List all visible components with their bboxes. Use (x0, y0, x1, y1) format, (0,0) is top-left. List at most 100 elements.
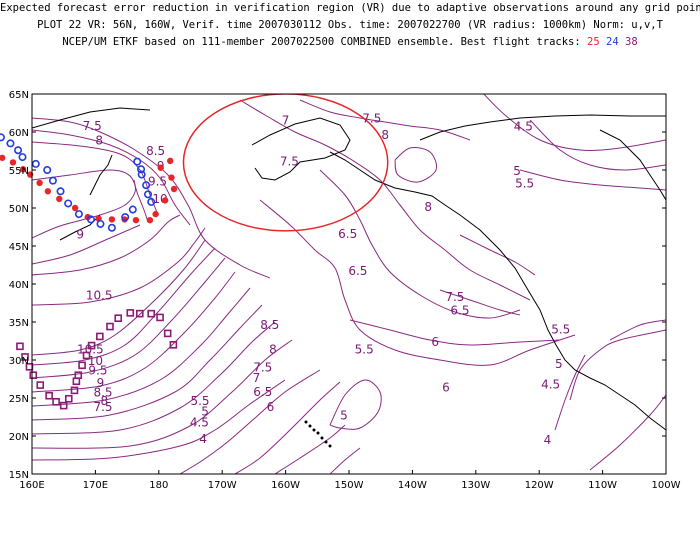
contour-label: 6.5 (348, 264, 367, 278)
contour-line (483, 94, 666, 151)
track-25-point (161, 197, 169, 204)
x-axis-ticks: 160E 170E 180 170W 160W 150W 140W 130W 120W 110W 1… (19, 470, 681, 491)
contour-label: 7.5 (253, 361, 272, 375)
contour-line (394, 147, 438, 183)
contour-line (32, 379, 286, 461)
contour-line (32, 271, 236, 393)
contour-label: 10.5 (86, 288, 113, 302)
contour-label: 6.5 (450, 304, 469, 318)
track-25-point (36, 179, 43, 187)
y-axis-ticks: 15N 20N 25N 30N 35N 40N 45N 50N 55N 60N 65N (9, 90, 666, 481)
contour-line (239, 99, 531, 301)
contour-line (554, 354, 586, 431)
y-tick-label: 60N (9, 128, 29, 139)
contour-line (179, 369, 321, 474)
track-25-point (170, 185, 178, 193)
y-tick-label: 45N (9, 242, 29, 253)
track-24-point (43, 166, 52, 175)
contour-label: 9 (76, 228, 84, 242)
track-24-point (74, 210, 83, 219)
y-tick-label: 25N (9, 394, 29, 405)
track-24-point (56, 187, 65, 196)
contour-line (32, 169, 149, 223)
track-25-point (56, 195, 63, 203)
track-24-point (64, 199, 73, 208)
contour-label: 8.5 (260, 318, 279, 332)
contour-label: 5 (201, 405, 209, 419)
contour-label: 7.5 (83, 119, 102, 133)
contour-line (519, 169, 666, 191)
track-38-point (21, 353, 29, 361)
island (308, 424, 312, 428)
island (312, 428, 316, 432)
contour-label: 5.5 (515, 177, 534, 191)
x-tick-label: 160E (19, 480, 44, 491)
x-tick-label: 140W (398, 480, 427, 491)
contour-line (32, 304, 263, 421)
contour-line (609, 319, 666, 341)
contour-label: 8 (381, 128, 389, 142)
track-25-point (132, 216, 140, 224)
track-label-red: 25 (587, 36, 600, 48)
track-24-point (144, 190, 153, 199)
track-38-point (135, 309, 144, 318)
contour-line (319, 169, 521, 319)
contour-label: 8.5 (93, 386, 112, 400)
contour-line (32, 227, 206, 306)
contour-label: 4 (544, 433, 552, 447)
x-tick-label: 120W (525, 480, 554, 491)
contour-line (32, 287, 251, 407)
x-tick-label: 160W (271, 480, 300, 491)
x-tick-label: 170E (83, 480, 108, 491)
header-line-1: Expected forecast error reduction in ver… (0, 2, 700, 14)
track-25-point (157, 164, 164, 171)
contour-line (32, 117, 271, 279)
track-38-point (36, 381, 45, 389)
track-25-point (168, 174, 175, 181)
track-38-point (29, 371, 38, 380)
contour-label: 7.5 (93, 400, 112, 414)
contour-label: 8 (424, 200, 432, 214)
contour-line (259, 199, 576, 366)
track-24-point (6, 139, 15, 148)
contour-label: 5 (513, 164, 521, 178)
track-24-point (96, 219, 105, 228)
track-38-point (169, 340, 178, 349)
track-38-point (156, 313, 164, 322)
contour-label: 5 (555, 357, 563, 371)
island (324, 440, 328, 444)
coastline (32, 107, 151, 129)
contour-label: 6 (442, 380, 450, 394)
track-38-point (16, 342, 24, 351)
contour-label: 5 (340, 408, 348, 422)
track-24-point (48, 176, 57, 185)
track-25-point (44, 188, 52, 195)
track-24-point (121, 213, 130, 222)
y-tick-label: 40N (9, 280, 29, 291)
vr-circle (182, 94, 389, 232)
track-25-point (19, 166, 27, 173)
track-24-point (86, 215, 95, 224)
header-line-3: NCEP/UM ETKF based on 111-member 2007022… (0, 34, 700, 51)
track-38-point (52, 397, 60, 406)
coastline (89, 154, 113, 196)
track-38-point (87, 341, 96, 350)
track-24-point (133, 157, 142, 166)
track-24-point (147, 197, 156, 206)
contour-lines (32, 94, 666, 474)
island (304, 420, 308, 424)
coastline (329, 151, 666, 431)
map-frame (31, 93, 667, 475)
track-24-point (0, 133, 5, 142)
y-tick-label: 65N (9, 90, 29, 101)
contour-label: 6 (431, 335, 439, 349)
track-38-point (96, 332, 104, 341)
island (316, 431, 320, 435)
verification-region-circle (182, 94, 389, 232)
x-tick-label: 180 (149, 480, 168, 491)
contour-label: 5.5 (551, 323, 570, 337)
contour-label: 6 (267, 400, 275, 414)
track-38-point (72, 377, 81, 386)
contour-line (32, 214, 181, 276)
